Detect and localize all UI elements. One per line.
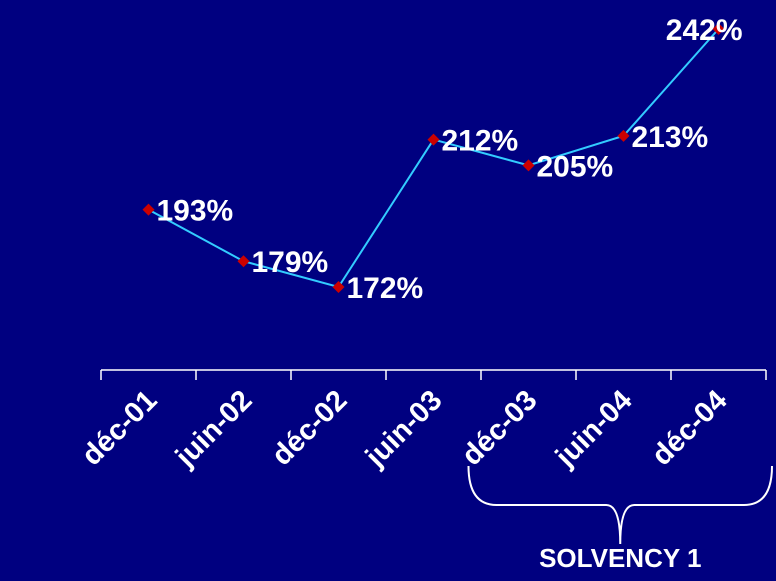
- x-tick-label: déc-01: [76, 384, 164, 472]
- data-label-layer: 193% 179% 172% 212% 205% 213% 242%: [157, 14, 743, 305]
- bracket: SOLVENCY 1: [467, 465, 773, 573]
- bracket-label: SOLVENCY 1: [539, 543, 701, 573]
- data-label: 179%: [252, 246, 329, 279]
- data-point-marker: [237, 255, 250, 268]
- tick-label-layer: déc-01 juin-02 déc-02 juin-03 déc-03 juin-04 d…: [76, 384, 734, 473]
- series-line-layer: [148, 28, 720, 289]
- data-point-marker: [617, 129, 630, 142]
- series-line: [148, 28, 720, 289]
- data-point-marker: [332, 281, 345, 293]
- x-tick-label: déc-04: [646, 384, 734, 472]
- data-label: 172%: [347, 272, 424, 305]
- x-tick-label: juin-04: [549, 384, 638, 473]
- data-label: 242%: [666, 14, 743, 47]
- bracket-brace: [467, 465, 773, 545]
- data-label: 213%: [632, 121, 709, 154]
- data-point-marker: [142, 203, 155, 216]
- x-tick-label: déc-02: [266, 384, 354, 472]
- marker-layer: [142, 23, 725, 293]
- data-point-marker: [427, 133, 440, 146]
- x-tick-label: juin-03: [359, 384, 448, 473]
- x-axis: [100, 369, 767, 380]
- data-label: 205%: [537, 150, 614, 183]
- data-label: 193%: [157, 195, 234, 228]
- data-point-marker: [712, 23, 725, 35]
- data-label: 212%: [442, 125, 519, 158]
- x-tick-label: déc-03: [456, 384, 544, 472]
- x-tick-label: juin-02: [169, 384, 258, 473]
- data-point-marker: [522, 159, 535, 172]
